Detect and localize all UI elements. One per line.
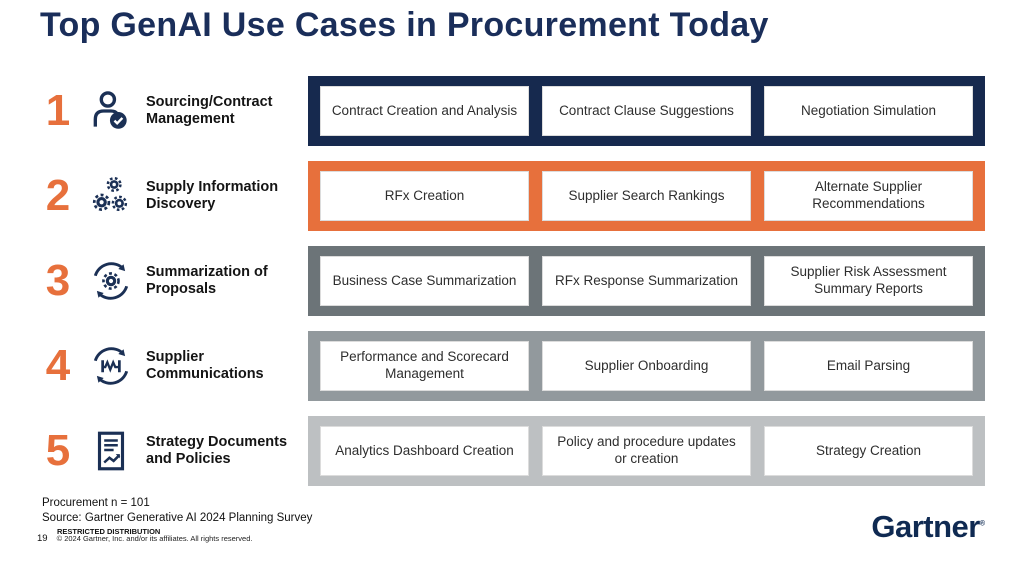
use-case-box: RFx Creation xyxy=(320,171,529,221)
use-case-box: Contract Creation and Analysis xyxy=(320,86,529,136)
user-check-icon xyxy=(86,86,136,136)
page-title: Top GenAI Use Cases in Procurement Today xyxy=(40,6,769,44)
use-case-box: Alternate Supplier Recommendations xyxy=(764,171,973,221)
gartner-logo: Gartner® xyxy=(871,509,985,545)
category-label: Sourcing/Contract Management xyxy=(146,93,273,127)
use-case-box: Supplier Risk Assessment Summary Reports xyxy=(764,256,973,306)
use-case-rows: 1 Sourcing/Contract Management Contract … xyxy=(0,76,1024,486)
source-note: Source: Gartner Generative AI 2024 Plann… xyxy=(42,512,313,524)
row-supply-information-discovery: 2 Supply Informatio xyxy=(0,161,1024,231)
gear-cycle-icon xyxy=(86,256,136,306)
page-footer-line: 19 © 2024 Gartner, Inc. and/or its affil… xyxy=(37,533,252,544)
page-number: 19 xyxy=(37,533,48,544)
use-case-box: Supplier Search Rankings xyxy=(542,171,751,221)
category-label: Strategy Documents and Policies xyxy=(146,433,288,467)
rank-number: 4 xyxy=(45,341,71,390)
use-case-bar: Business Case Summarization RFx Response… xyxy=(308,246,985,316)
row-supplier-communications: 4 Supplier Communications Performance an… xyxy=(0,331,1024,401)
use-case-box: Email Parsing xyxy=(764,341,973,391)
rank-number: 3 xyxy=(45,256,71,305)
row-summarization-of-proposals: 3 Summarization of Proposals Business Ca… xyxy=(0,246,1024,316)
restricted-distribution-label: RESTRICTED DISTRIBUTION xyxy=(57,527,161,536)
sample-size-note: Procurement n = 101 xyxy=(42,497,150,509)
use-case-box: Performance and Scorecard Management xyxy=(320,341,529,391)
category-label: Supply Information Discovery xyxy=(146,178,279,212)
use-case-box: Policy and procedure updates or creation xyxy=(542,426,751,476)
use-case-box: Analytics Dashboard Creation xyxy=(320,426,529,476)
copyright-text: © 2024 Gartner, Inc. and/or its affiliat… xyxy=(56,534,253,543)
row-strategy-documents-and-policies: 5 Strategy Documents and Policies Analyt… xyxy=(0,416,1024,486)
row-sourcing-contract-management: 1 Sourcing/Contract Management Contract … xyxy=(0,76,1024,146)
category-label: Supplier Communications xyxy=(146,348,264,382)
use-case-box: Contract Clause Suggestions xyxy=(542,86,751,136)
strategy-document-icon xyxy=(86,426,136,476)
gartner-logo-text: Gartner xyxy=(871,509,980,544)
rank-number: 1 xyxy=(45,86,71,135)
use-case-box: Strategy Creation xyxy=(764,426,973,476)
rank-number: 2 xyxy=(45,171,71,220)
registered-trademark-symbol: ® xyxy=(979,520,985,528)
use-case-box: Business Case Summarization xyxy=(320,256,529,306)
use-case-box: Supplier Onboarding xyxy=(542,341,751,391)
communication-sync-icon xyxy=(86,341,136,391)
rank-number: 5 xyxy=(45,426,71,475)
use-case-box: RFx Response Summarization xyxy=(542,256,751,306)
gears-icon xyxy=(86,171,136,221)
use-case-bar: Performance and Scorecard Management Sup… xyxy=(308,331,985,401)
use-case-box: Negotiation Simulation xyxy=(764,86,973,136)
use-case-bar: RFx Creation Supplier Search Rankings Al… xyxy=(308,161,985,231)
category-label: Summarization of Proposals xyxy=(146,263,268,297)
use-case-bar: Analytics Dashboard Creation Policy and … xyxy=(308,416,985,486)
use-case-bar: Contract Creation and Analysis Contract … xyxy=(308,76,985,146)
